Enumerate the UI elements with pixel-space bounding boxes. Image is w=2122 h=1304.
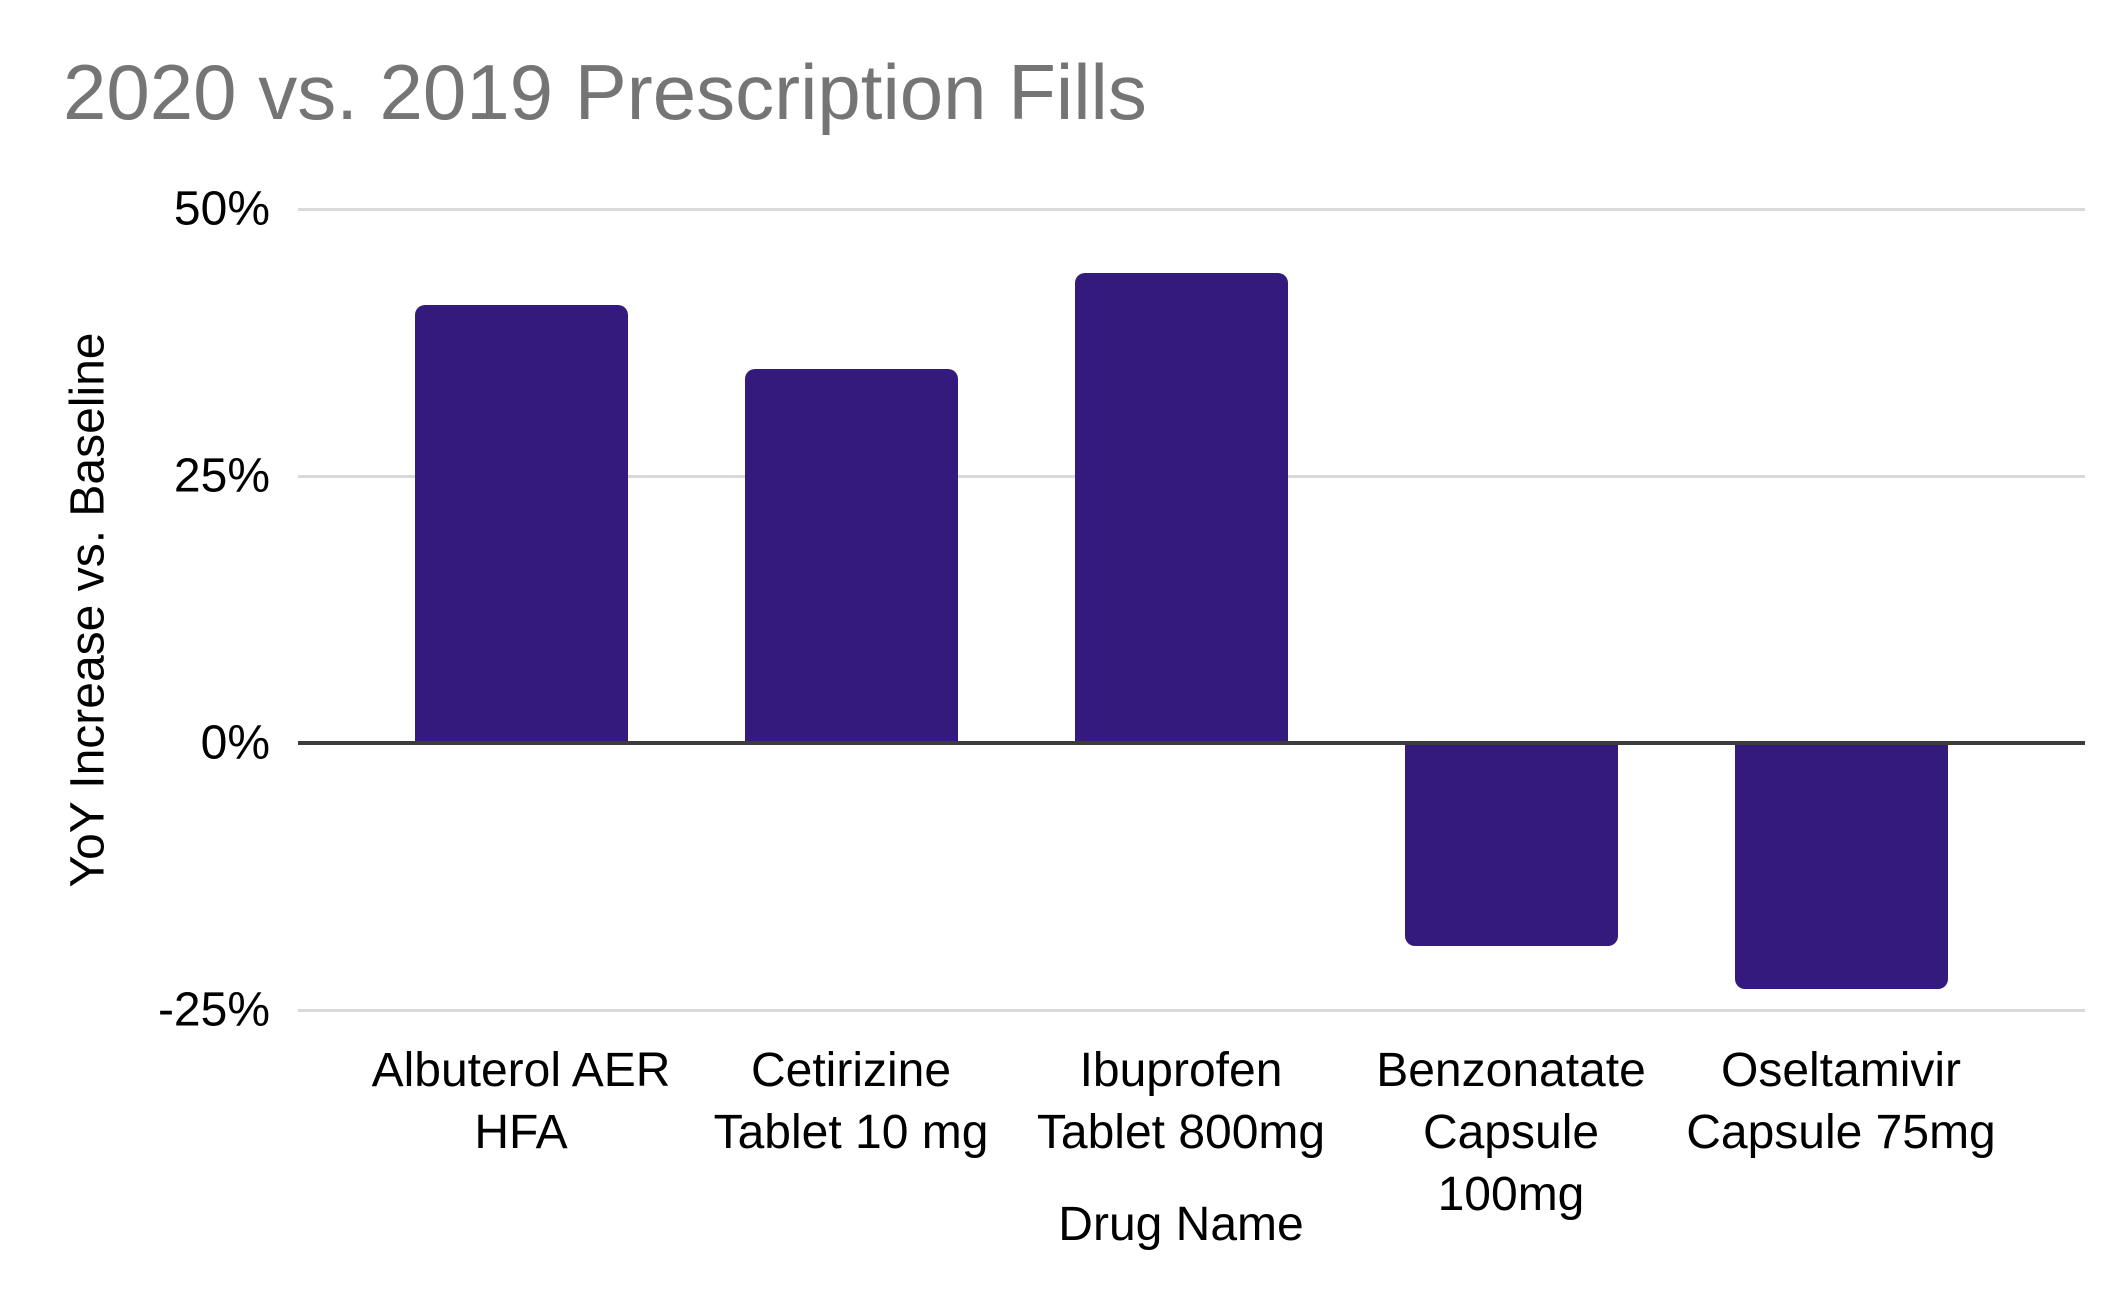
x-category-label-line: Ibuprofen	[1079, 1044, 1283, 1097]
x-category-label-line: Capsule 75mg	[1686, 1106, 1996, 1159]
y-tick-label-25: -25%	[157, 983, 270, 1037]
x-category-label-line: HFA	[474, 1106, 568, 1159]
x-category-labels: Albuterol AER HFA Cetirizine Tablet 10 mg Ib…	[356, 1040, 2006, 1221]
gridline-25	[298, 1009, 2085, 1012]
y-tick-label-25: 25%	[173, 449, 270, 503]
bar-benzonatate-capsule-100mg	[1404, 743, 1618, 946]
chart-title: 2020 vs. 2019 Prescription Fills	[63, 48, 1147, 136]
y-tick-label-50: 50%	[173, 182, 270, 236]
gridline-50	[298, 208, 2085, 211]
zero-axis-line	[298, 741, 2085, 745]
x-category-label-line: Tablet 800mg	[1036, 1106, 1326, 1159]
x-category-label-line: Cetirizine	[750, 1044, 952, 1097]
y-tick-label-0: 0%	[200, 716, 270, 770]
plot-area	[298, 208, 2085, 1012]
bar-ibuprofen-tablet-800mg	[1074, 273, 1288, 743]
x-category-label-line: Tablet 10 mg	[713, 1106, 989, 1159]
x-category-label-albuterol-aer-hfa: Albuterol AER HFA	[356, 1040, 686, 1170]
x-category-label-line: Oseltamivir	[1720, 1044, 1962, 1097]
y-axis-title: YoY Increase vs. Baseline	[61, 332, 115, 888]
x-axis-title: Drug Name	[1058, 1198, 1304, 1251]
bar-cetirizine-tablet-10-mg	[744, 369, 958, 743]
x-category-label-line: Albuterol AER	[371, 1044, 671, 1097]
bars-layer	[356, 209, 2006, 1010]
x-category-label-cetirizine-tablet-10-mg: Cetirizine Tablet 10 mg	[686, 1040, 1016, 1170]
bar-albuterol-aer-hfa	[414, 305, 628, 743]
x-category-label-oseltamivir-capsule-75mg: Oseltamivir Capsule 75mg	[1676, 1040, 2006, 1170]
bar-oseltamivir-capsule-75mg	[1734, 743, 1948, 989]
x-category-label-line: Benzonatate	[1376, 1044, 1646, 1097]
x-category-label-line: Capsule 100mg	[1422, 1106, 1600, 1221]
x-category-label-ibuprofen-tablet-800mg: Ibuprofen Tablet 800mg	[1016, 1040, 1346, 1170]
x-category-label-benzonatate-capsule-100mg: Benzonatate Capsule 100mg	[1346, 1040, 1676, 1221]
